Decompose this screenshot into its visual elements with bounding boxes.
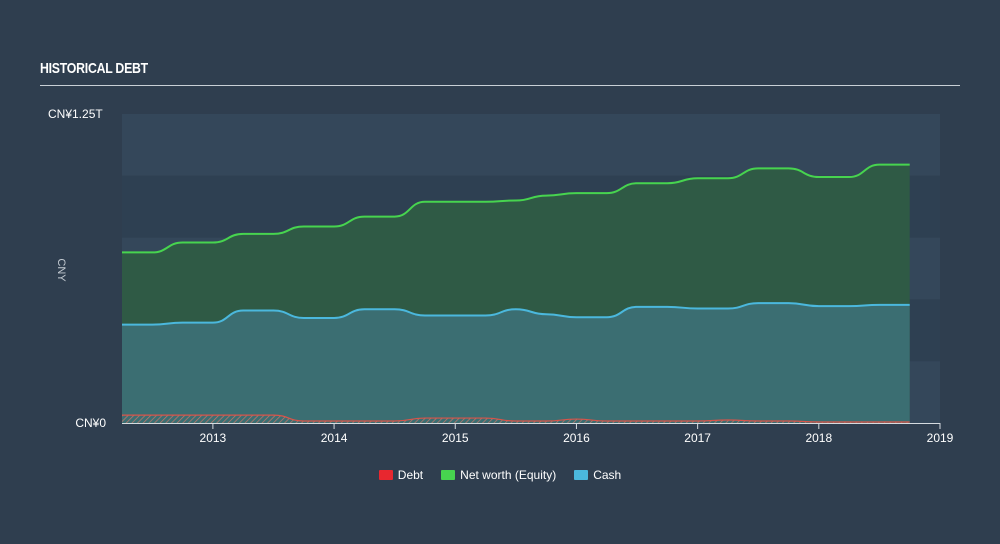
- y-tick-label: CN¥0: [75, 416, 106, 430]
- series-areas: [122, 164, 910, 423]
- legend-item-equity: Net worth (Equity): [441, 468, 556, 482]
- legend-label-cash: Cash: [593, 468, 622, 482]
- title-divider: [40, 85, 960, 86]
- cash-line: [122, 302, 910, 326]
- cash-area: [122, 303, 910, 423]
- x-tick-label: 2017: [684, 431, 711, 445]
- x-tick-label: 2013: [200, 431, 227, 445]
- chart-axes: 2013 2014 2015 2016 2017 2018 2019 CN¥0 CN¥1.25T: [48, 107, 954, 445]
- x-tick-label: 2014: [321, 431, 348, 445]
- x-tick-label: 2019: [927, 431, 954, 445]
- legend-label-equity: Net worth (Equity): [460, 468, 557, 482]
- legend-swatch-cash: [574, 470, 589, 480]
- x-tick-label: 2018: [805, 431, 832, 445]
- series-lines: [122, 163, 910, 423]
- equity-line: [122, 163, 910, 254]
- debt-line: [122, 414, 910, 423]
- legend-label-debt: Debt: [397, 468, 424, 482]
- x-tick-label: 2015: [442, 431, 469, 445]
- x-tick-label: 2016: [563, 431, 590, 445]
- chart-legend: Debt Net worth (Equity) Cash: [0, 468, 1000, 482]
- legend-item-cash: Cash: [574, 468, 621, 482]
- y-axis-label: CNY: [55, 258, 67, 282]
- chart-title: HISTORICAL DEBT: [40, 60, 148, 77]
- y-tick-label: CN¥1.25T: [48, 107, 103, 121]
- legend-swatch-debt: [378, 470, 393, 480]
- legend-swatch-equity: [441, 470, 456, 480]
- legend-item-debt: Debt: [378, 468, 424, 482]
- plot-band: [122, 114, 940, 176]
